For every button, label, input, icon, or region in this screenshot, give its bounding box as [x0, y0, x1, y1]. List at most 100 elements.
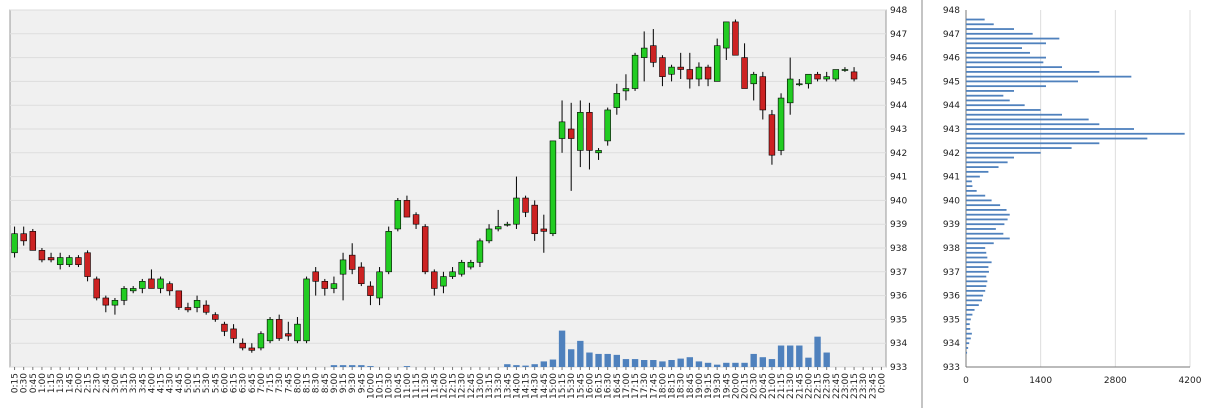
- candle-body: [677, 66, 684, 70]
- time-tick-label: 17:45: [649, 373, 659, 399]
- candle-body: [202, 304, 210, 313]
- time-tick-label: 6:15: [230, 373, 240, 393]
- volume-bar: [805, 357, 812, 367]
- volume-bar: [668, 360, 675, 367]
- candle-body: [221, 323, 228, 332]
- candle-body: [257, 333, 265, 349]
- profile-bar: [966, 185, 973, 188]
- candle-body: [56, 257, 64, 265]
- profile-bar: [966, 94, 1004, 97]
- time-tick-label: 17:00: [622, 373, 632, 399]
- volume-bar: [558, 330, 566, 367]
- profile-y-tick-label: 942: [943, 149, 960, 159]
- candle-body: [522, 197, 529, 213]
- candle-body: [29, 231, 37, 251]
- volume-bar: [367, 366, 374, 367]
- time-tick-label: 15:45: [576, 373, 586, 399]
- time-tick-label: 6:30: [239, 373, 249, 393]
- time-tick-label: 14:00: [512, 373, 522, 399]
- time-tick-label: 16:30: [604, 373, 614, 399]
- time-tick-label: 4:15: [157, 373, 167, 393]
- volume-bar: [695, 361, 703, 367]
- time-tick-label: 12:00: [439, 373, 449, 399]
- time-tick-label: 1:00: [38, 373, 48, 393]
- profile-bar: [966, 347, 969, 349]
- time-tick-label: 19:15: [704, 373, 714, 399]
- candle-body: [650, 45, 657, 63]
- profile-bar: [966, 275, 987, 278]
- time-tick-label: 2:30: [93, 373, 103, 393]
- profile-bar: [966, 223, 1005, 226]
- candle-body: [558, 121, 566, 139]
- volume-bar: [540, 361, 548, 367]
- time-tick-label: 4:30: [166, 373, 176, 393]
- time-tick-label: 5:45: [211, 373, 221, 393]
- candle-body: [476, 240, 484, 263]
- time-tick-label: 5:00: [184, 373, 194, 393]
- profile-y-tick-label: 937: [943, 268, 960, 278]
- volume-bar: [741, 362, 748, 367]
- profile-bar: [966, 128, 1134, 130]
- profile-bar: [966, 47, 1022, 49]
- time-tick-label: 12:30: [458, 373, 468, 399]
- candle-body: [294, 323, 301, 342]
- volume-bar: [358, 365, 365, 367]
- price-tick-label: 940: [890, 196, 907, 206]
- profile-bar: [966, 23, 994, 26]
- volume-bar: [339, 365, 347, 367]
- profile-bar: [966, 342, 970, 345]
- profile-bar: [966, 104, 1025, 107]
- candle-body: [111, 300, 119, 306]
- profile-bar: [966, 28, 1014, 30]
- time-tick-label: 16:00: [585, 373, 595, 399]
- volume-bar: [504, 364, 511, 367]
- candle-body: [84, 252, 91, 277]
- price-tick-label: 935: [890, 315, 907, 325]
- volume-bar: [531, 364, 538, 367]
- profile-bar: [966, 142, 1100, 145]
- time-tick-label: 3:15: [120, 373, 130, 393]
- candle-body: [129, 288, 137, 292]
- time-tick-label: 5:30: [202, 373, 212, 393]
- profile-y-tick-label: 944: [943, 101, 960, 111]
- profile-x-tick-label: 1400: [1029, 376, 1052, 386]
- candle-body: [38, 250, 46, 261]
- profile-bar: [966, 99, 1010, 102]
- profile-bar: [966, 308, 975, 311]
- volume-bar: [704, 362, 712, 367]
- profile-bar: [966, 113, 1062, 116]
- candle-body: [732, 21, 739, 56]
- profile-bar: [966, 170, 989, 173]
- time-tick-label: 13:45: [503, 373, 513, 399]
- volume-bar: [513, 365, 520, 367]
- profile-bar: [966, 256, 988, 259]
- candle-body: [239, 342, 246, 349]
- candle-body: [723, 21, 730, 49]
- time-tick-label: 15:00: [549, 373, 559, 399]
- profile-bar: [966, 304, 979, 307]
- candle-body: [805, 73, 812, 85]
- price-tick-label: 944: [890, 101, 907, 111]
- profile-bar: [966, 56, 1046, 59]
- profile-bar: [966, 70, 1100, 73]
- candle-body: [248, 347, 256, 351]
- profile-bar: [966, 132, 1185, 135]
- candle-body: [403, 200, 411, 218]
- profile-y-tick-label: 948: [943, 6, 960, 16]
- candle-body: [184, 307, 192, 311]
- candle-body: [786, 78, 794, 104]
- price-tick-label: 938: [890, 244, 907, 254]
- volume-bar: [823, 352, 830, 367]
- price-tick-label: 945: [890, 77, 907, 87]
- profile-bar: [966, 189, 977, 192]
- candle-body: [303, 278, 310, 342]
- profile-bar: [966, 351, 968, 354]
- volume-bar: [777, 345, 785, 367]
- profile-bar: [966, 75, 1132, 78]
- time-tick-label: 0:30: [20, 373, 30, 393]
- time-tick-label: 1:15: [47, 373, 57, 393]
- price-tick-label: 939: [890, 220, 907, 230]
- volume-bar: [796, 345, 803, 367]
- profile-bar: [966, 161, 1008, 164]
